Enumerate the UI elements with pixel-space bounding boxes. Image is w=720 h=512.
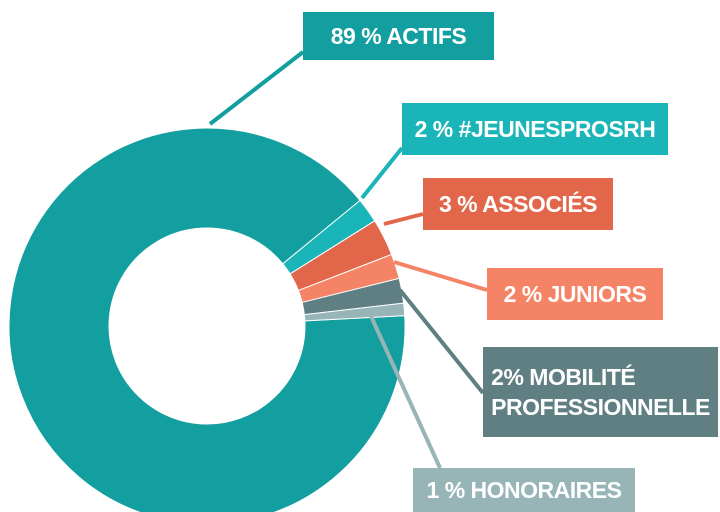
data-label: 2% MOBILITÉ PROFESSIONNELLE: [483, 347, 718, 437]
data-label: 2 % JUNIORS: [487, 268, 663, 320]
donut-slice: [303, 302, 406, 322]
data-label: 89 % ACTIFS: [303, 12, 494, 60]
data-label: 1 % HONORAIRES: [413, 468, 635, 512]
donut-slice: [8, 127, 406, 512]
leader-line: [368, 313, 442, 469]
leader-line: [393, 260, 488, 292]
leader-line: [360, 146, 404, 200]
leader-line: [383, 212, 424, 226]
leader-line: [398, 288, 485, 395]
data-label: 3 % ASSOCIÉS: [423, 178, 613, 230]
leader-line: [208, 50, 305, 126]
data-label: 2 % #JEUNESPROSRH: [402, 103, 668, 155]
